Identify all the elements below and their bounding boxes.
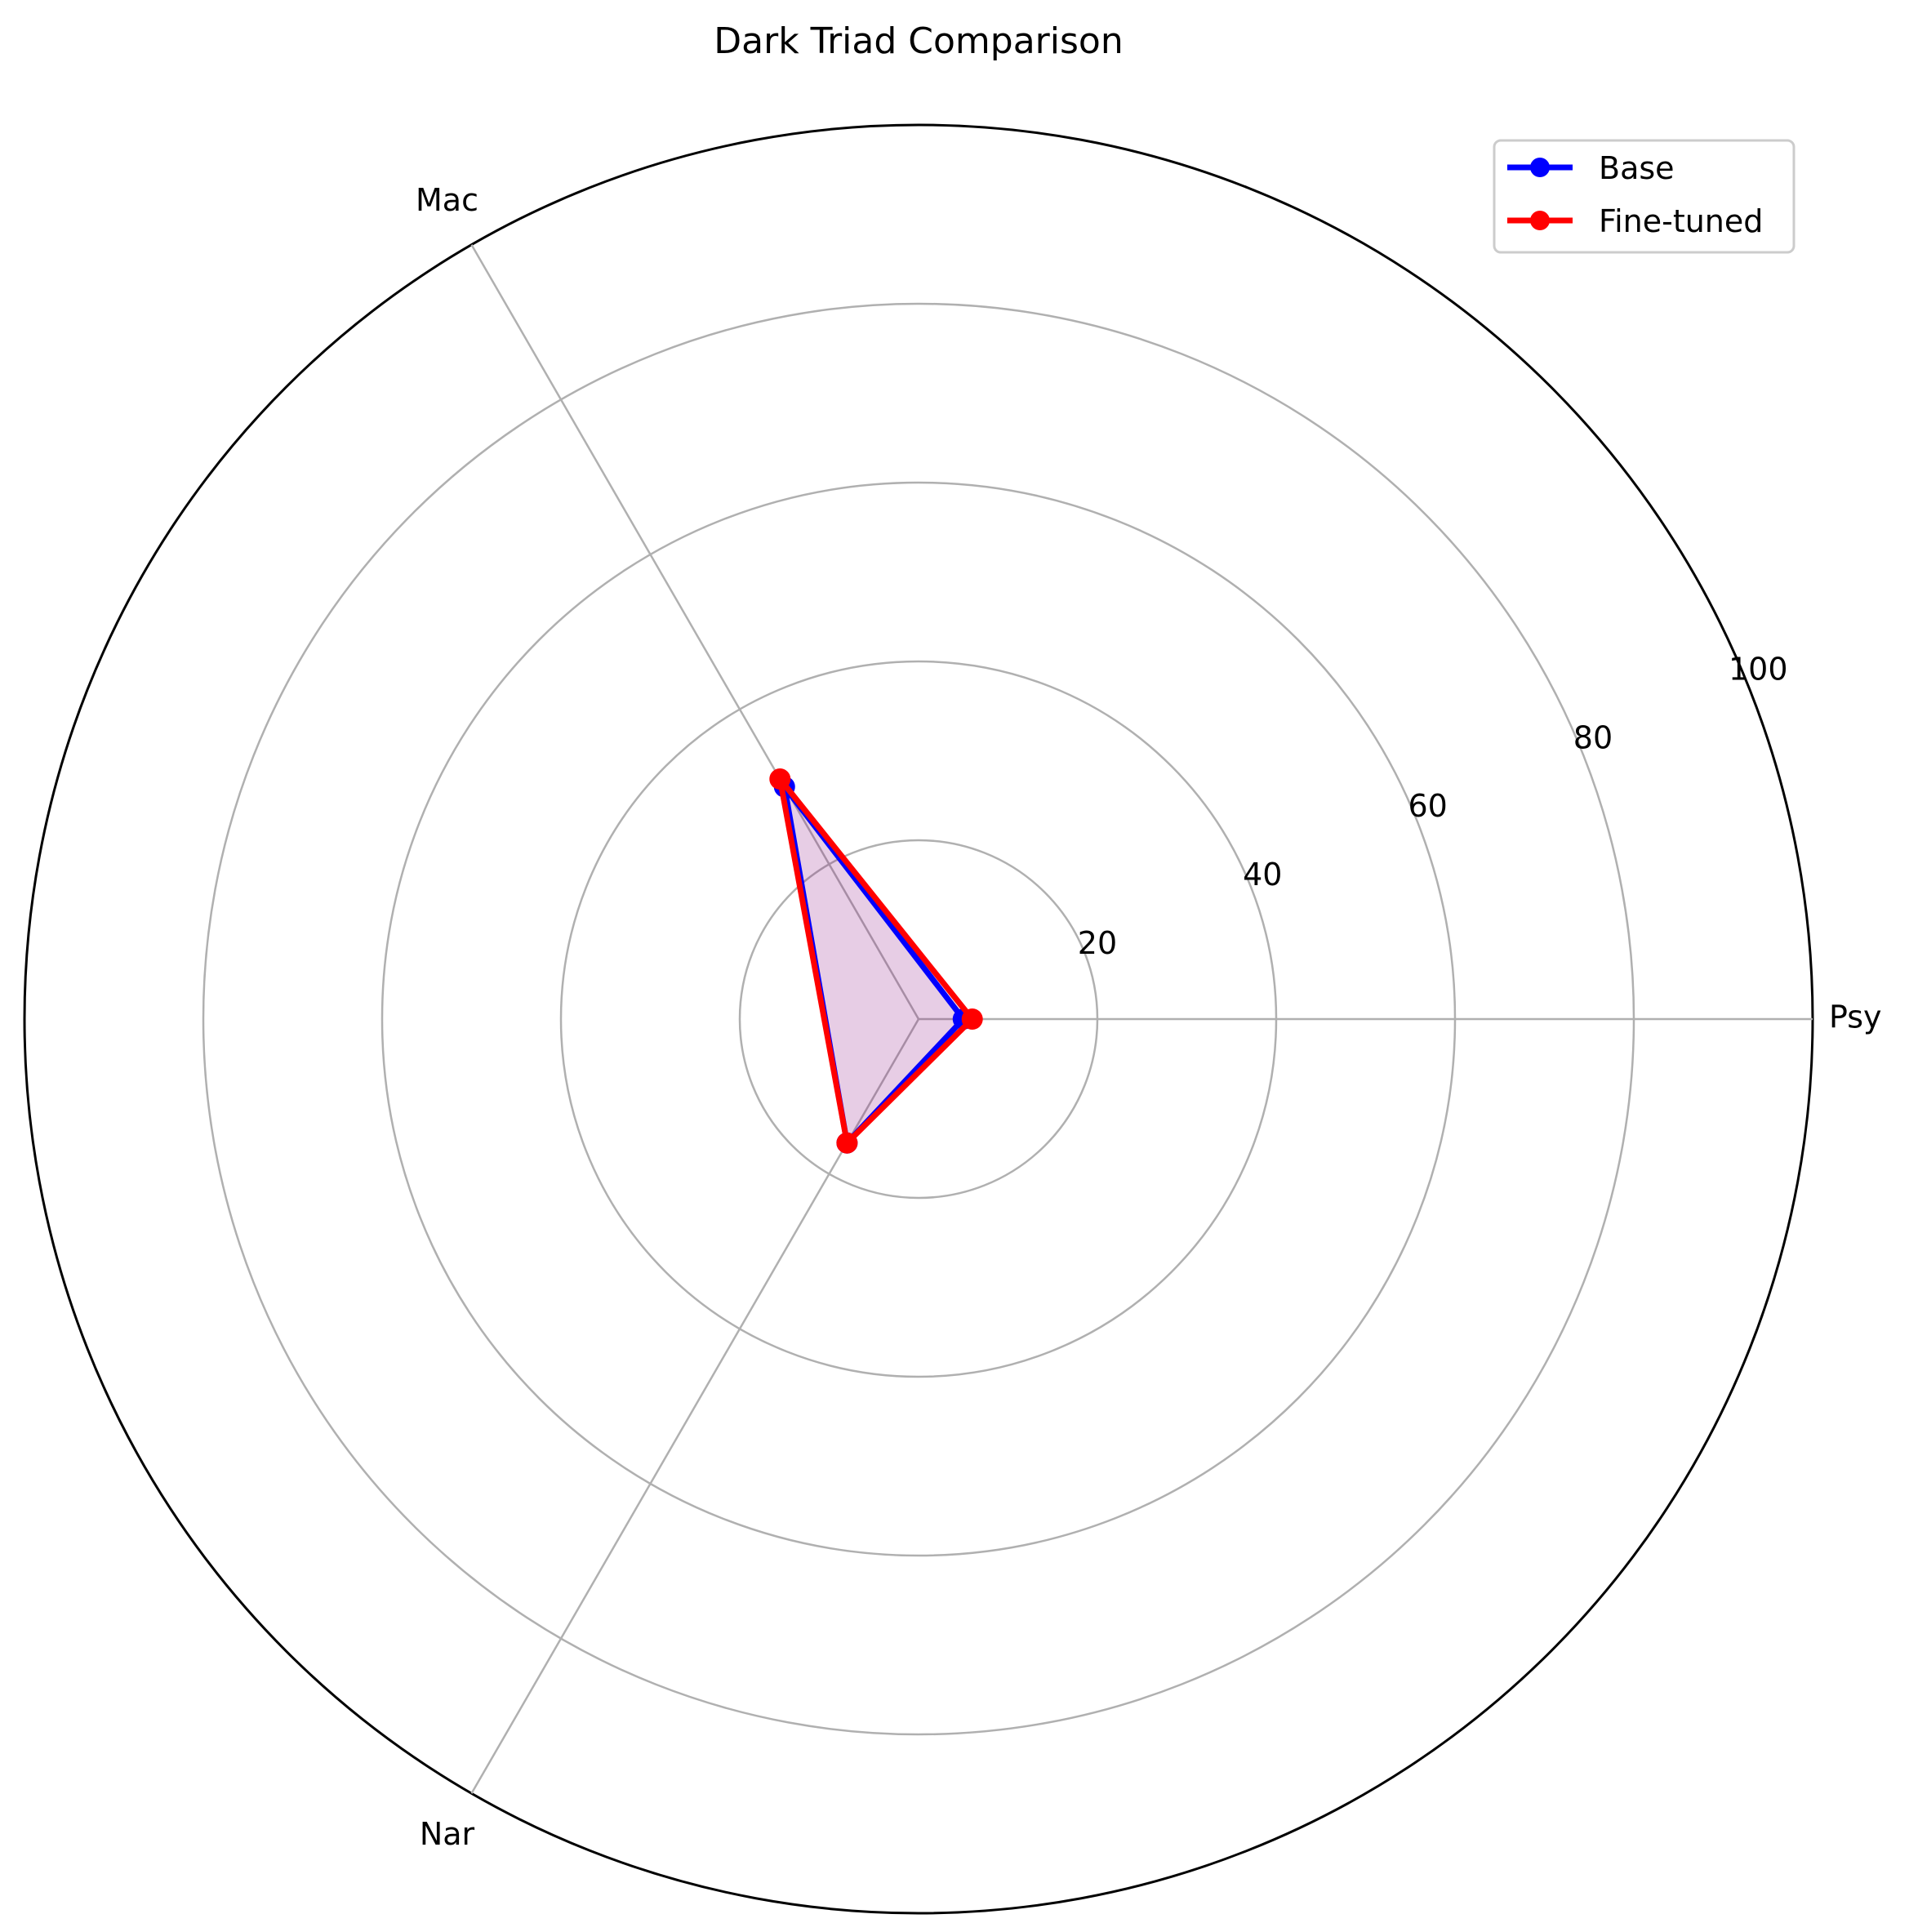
series-1-point-psy (961, 1008, 983, 1030)
series-1-point-nar (836, 1132, 858, 1154)
series-lines (769, 768, 983, 1154)
series-line-1 (777, 776, 976, 1146)
series-1-point-mac (769, 768, 791, 790)
legend-label-base: Base (1599, 150, 1675, 186)
rtick-label: 20 (1078, 925, 1117, 961)
legend-label-fine-tuned: Fine-tuned (1599, 203, 1763, 239)
spoke-mac (470, 244, 920, 1020)
axis-label-mac: Mac (416, 182, 478, 218)
rtick-label: 100 (1729, 652, 1788, 688)
axis-label-psy: Psy (1829, 999, 1882, 1035)
axis-labels: 20 40 60 80 100 Psy Mac Nar (416, 182, 1882, 1852)
series-area-1 (780, 779, 972, 1143)
legend: Base Fine-tuned (1493, 139, 1796, 254)
legend-marker-fine-tuned (1530, 211, 1550, 230)
rtick-label: 60 (1408, 788, 1447, 824)
rtick-label: 80 (1573, 719, 1613, 755)
legend-marker-base (1530, 158, 1550, 177)
axis-label-nar: Nar (420, 1816, 475, 1852)
radial-grid (23, 123, 1814, 1915)
rtick-label: 40 (1243, 857, 1282, 893)
series-fill (780, 779, 972, 1143)
series-area-0 (784, 786, 963, 1143)
chart-title: Dark Triad Comparison (714, 20, 1123, 62)
